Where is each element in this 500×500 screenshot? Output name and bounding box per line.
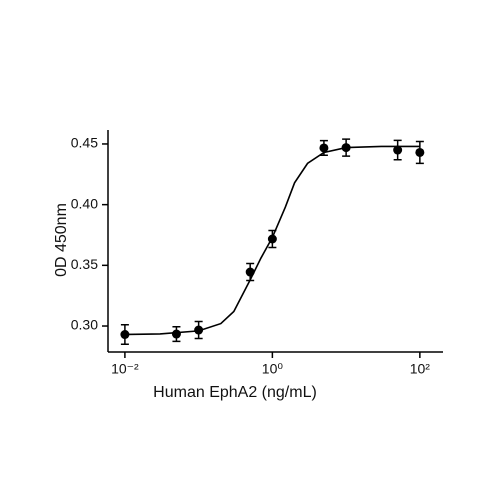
data-point [393, 145, 403, 155]
y-tick-label: 0.35 [71, 256, 98, 272]
y-tick-label: 0.30 [71, 317, 98, 333]
x-tick-label: 10² [410, 361, 431, 377]
data-point [319, 143, 329, 153]
y-tick-label: 0.40 [71, 195, 98, 211]
x-tick-label: 10⁰ [262, 361, 284, 377]
data-point [120, 330, 130, 340]
data-point [267, 234, 277, 244]
data-point [171, 329, 181, 339]
data-point [341, 143, 351, 153]
data-point [415, 147, 425, 157]
x-tick-label: 10⁻² [111, 361, 139, 377]
data-point [194, 325, 204, 335]
data-point [245, 267, 255, 277]
y-tick-label: 0.45 [71, 135, 98, 151]
y-axis-title: 0D 450nm [53, 203, 70, 277]
x-axis-title: Human EphA2 (ng/mL) [153, 384, 317, 401]
